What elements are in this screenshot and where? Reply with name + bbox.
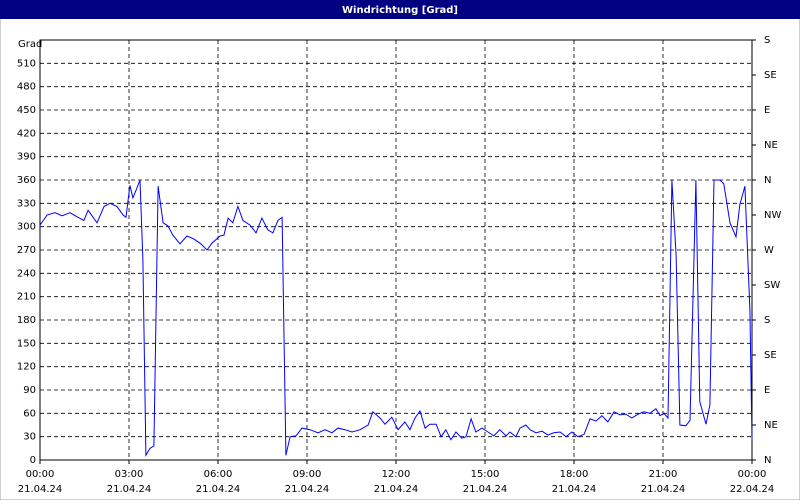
chart-title: Windrichtung [Grad] — [342, 5, 458, 16]
x-tick-date: 21.04.24 — [463, 484, 508, 495]
y2-tick-label: E — [764, 105, 770, 116]
y-tick-label: 300 — [17, 222, 36, 233]
x-tick-label: 00:00 — [26, 469, 55, 480]
y-tick-label: 120 — [17, 362, 36, 373]
y-tick-label: 90 — [23, 385, 36, 396]
x-tick-date: 21.04.24 — [552, 484, 597, 495]
wind-direction-line — [39, 179, 753, 458]
y-tick-label: 480 — [17, 82, 36, 93]
x-tick-date: 22.04.24 — [730, 484, 775, 495]
x-tick-date: 21.04.24 — [196, 484, 241, 495]
y2-tick-label: NE — [764, 420, 778, 431]
y2-tick-label: S — [764, 315, 770, 326]
y-tick-label: 330 — [17, 198, 36, 209]
x-tick-label: 06:00 — [204, 469, 233, 480]
x-tick-date: 21.04.24 — [285, 484, 330, 495]
y-tick-label: 510 — [17, 58, 36, 69]
y-tick-label: 180 — [17, 315, 36, 326]
y-tick-label: 390 — [17, 152, 36, 163]
x-tick-label: 12:00 — [382, 469, 411, 480]
y-tick-label: 210 — [17, 292, 36, 303]
y-tick-label: 0 — [30, 455, 36, 466]
title-bar — [0, 0, 800, 19]
y2-tick-label: SE — [764, 350, 777, 361]
x-tick-label: 18:00 — [560, 469, 589, 480]
y2-tick-label: NW — [764, 210, 781, 221]
x-tick-label: 15:00 — [471, 469, 500, 480]
y2-tick-label: E — [764, 385, 770, 396]
y2-tick-label: SW — [764, 280, 780, 291]
x-tick-date: 21.04.24 — [18, 484, 63, 495]
x-tick-label: 03:00 — [115, 469, 144, 480]
y2-tick-label: S — [764, 35, 770, 46]
y-tick-label: 60 — [23, 408, 36, 419]
y2-tick-label: SE — [764, 70, 777, 81]
x-tick-label: 09:00 — [293, 469, 322, 480]
y-axis-label: Grad — [18, 39, 42, 50]
y-tick-label: 150 — [17, 338, 36, 349]
y-tick-label: 240 — [17, 268, 36, 279]
y-tick-label: 270 — [17, 245, 36, 256]
y2-tick-label: NE — [764, 140, 778, 151]
x-tick-label: 00:00 — [738, 469, 767, 480]
y-tick-label: 450 — [17, 105, 36, 116]
y-tick-label: 30 — [23, 432, 36, 443]
y-tick-label: 360 — [17, 175, 36, 186]
y2-tick-label: N — [764, 175, 771, 186]
y-tick-label: 420 — [17, 128, 36, 139]
x-tick-date: 21.04.24 — [641, 484, 686, 495]
x-tick-date: 21.04.24 — [374, 484, 419, 495]
x-tick-date: 21.04.24 — [107, 484, 152, 495]
y2-tick-label: W — [764, 245, 774, 256]
y2-tick-label: N — [764, 455, 771, 466]
x-tick-label: 21:00 — [649, 469, 678, 480]
